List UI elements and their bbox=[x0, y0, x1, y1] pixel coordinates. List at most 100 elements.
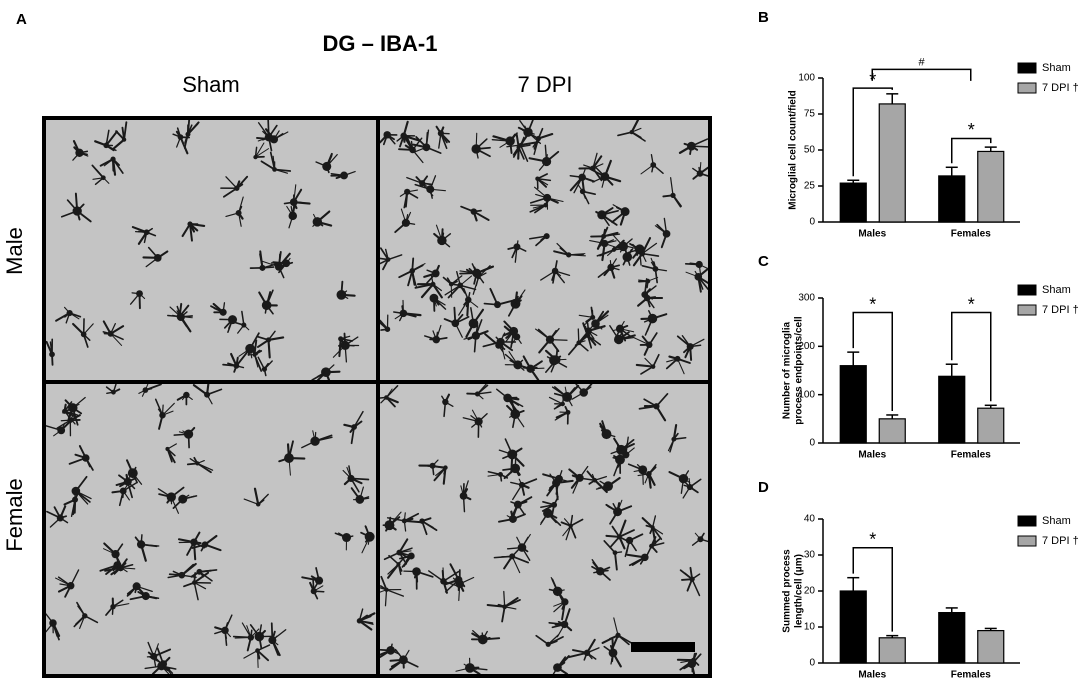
y-tick-label: 300 bbox=[798, 293, 815, 304]
bar bbox=[878, 103, 906, 223]
cell-process bbox=[126, 585, 138, 595]
cell-process bbox=[556, 661, 566, 669]
cell-process bbox=[312, 590, 319, 600]
cell-process bbox=[286, 443, 291, 460]
cell-process bbox=[463, 335, 477, 340]
cell-process bbox=[681, 578, 694, 581]
cell-process bbox=[610, 258, 617, 269]
y-tick-label: 10 bbox=[804, 622, 816, 633]
cell-process bbox=[405, 222, 416, 225]
cell-process bbox=[682, 662, 693, 670]
cell-process bbox=[569, 524, 577, 539]
cell-process bbox=[495, 336, 502, 343]
cell-process bbox=[654, 268, 668, 272]
cell-process bbox=[694, 532, 701, 540]
cell-process bbox=[517, 503, 526, 515]
cell-process bbox=[582, 190, 586, 199]
cells bbox=[379, 383, 709, 676]
cell-process bbox=[403, 555, 412, 567]
y-tick-label: 100 bbox=[798, 389, 815, 400]
cell-process bbox=[343, 477, 353, 486]
cell-process bbox=[605, 534, 621, 538]
y-tick-label: 0 bbox=[809, 217, 815, 228]
cell-process bbox=[689, 145, 693, 155]
cell-process bbox=[475, 148, 491, 158]
cell-process bbox=[603, 645, 614, 654]
y-tick-label: 0 bbox=[809, 658, 815, 669]
cell-process bbox=[166, 443, 177, 450]
cell-process bbox=[516, 536, 523, 549]
cell-process bbox=[459, 275, 473, 286]
cell-process bbox=[267, 330, 276, 341]
cell-process bbox=[421, 517, 432, 523]
cell-process bbox=[475, 272, 485, 284]
cell-process bbox=[258, 624, 263, 638]
cell-process bbox=[619, 210, 627, 226]
cell-process bbox=[271, 639, 280, 656]
cell-process bbox=[420, 283, 435, 299]
cell-process bbox=[278, 262, 288, 274]
cell-process bbox=[126, 459, 134, 475]
cell-process bbox=[292, 188, 303, 204]
cell-process bbox=[520, 143, 530, 146]
cell-process bbox=[394, 648, 405, 661]
cell-process bbox=[256, 338, 270, 348]
cell-process bbox=[515, 133, 520, 149]
cell-process bbox=[359, 497, 370, 501]
cell-process bbox=[611, 651, 622, 668]
cell-process bbox=[568, 651, 588, 658]
cell-process bbox=[650, 542, 665, 547]
cell-process bbox=[557, 620, 566, 626]
cell-process bbox=[442, 466, 447, 485]
cell-process bbox=[618, 535, 626, 550]
cell-process bbox=[127, 472, 134, 480]
cell-process bbox=[546, 482, 558, 497]
cell-process bbox=[235, 351, 248, 367]
cell-process bbox=[49, 517, 61, 528]
cell-process bbox=[412, 146, 427, 154]
cell-process bbox=[193, 531, 201, 544]
legend-swatch bbox=[1017, 304, 1037, 316]
cell-process bbox=[554, 270, 562, 277]
cell-process bbox=[529, 360, 543, 370]
cell-process bbox=[555, 482, 559, 501]
cell-process bbox=[612, 234, 624, 247]
cell-process bbox=[622, 238, 633, 248]
cell-process bbox=[350, 477, 370, 481]
cell-process bbox=[262, 130, 270, 138]
cell-process bbox=[647, 472, 652, 489]
cell-process bbox=[383, 551, 401, 561]
cell-process bbox=[140, 534, 143, 546]
cell-process bbox=[74, 453, 87, 459]
cell-process bbox=[186, 462, 199, 466]
cell-process bbox=[340, 280, 344, 296]
cell-process bbox=[510, 510, 515, 521]
cell-process bbox=[589, 240, 606, 245]
bar bbox=[977, 629, 1005, 664]
cell-process bbox=[654, 225, 668, 235]
cell-process bbox=[140, 543, 160, 547]
cell-process bbox=[272, 155, 276, 171]
legend-label: Sham bbox=[1042, 515, 1071, 527]
cell-process bbox=[504, 606, 517, 610]
cell-process bbox=[583, 330, 590, 339]
cell-process bbox=[60, 419, 71, 422]
cell-process bbox=[613, 617, 619, 636]
cell-process bbox=[509, 413, 516, 418]
cell-process bbox=[123, 121, 128, 141]
cell-process bbox=[388, 516, 392, 527]
cell-process bbox=[115, 480, 129, 487]
cell-process bbox=[684, 262, 701, 266]
cell-process bbox=[429, 188, 446, 192]
cell-process bbox=[76, 203, 85, 212]
cell-process bbox=[626, 248, 634, 258]
cell-process bbox=[112, 599, 124, 608]
cell-process bbox=[421, 520, 438, 532]
cell-process bbox=[586, 470, 596, 482]
cell-process bbox=[665, 357, 679, 370]
cell-process bbox=[689, 345, 693, 361]
cell-process bbox=[145, 231, 157, 237]
cell-process bbox=[339, 337, 353, 342]
cell-process bbox=[110, 322, 116, 335]
cell-process bbox=[529, 204, 547, 213]
